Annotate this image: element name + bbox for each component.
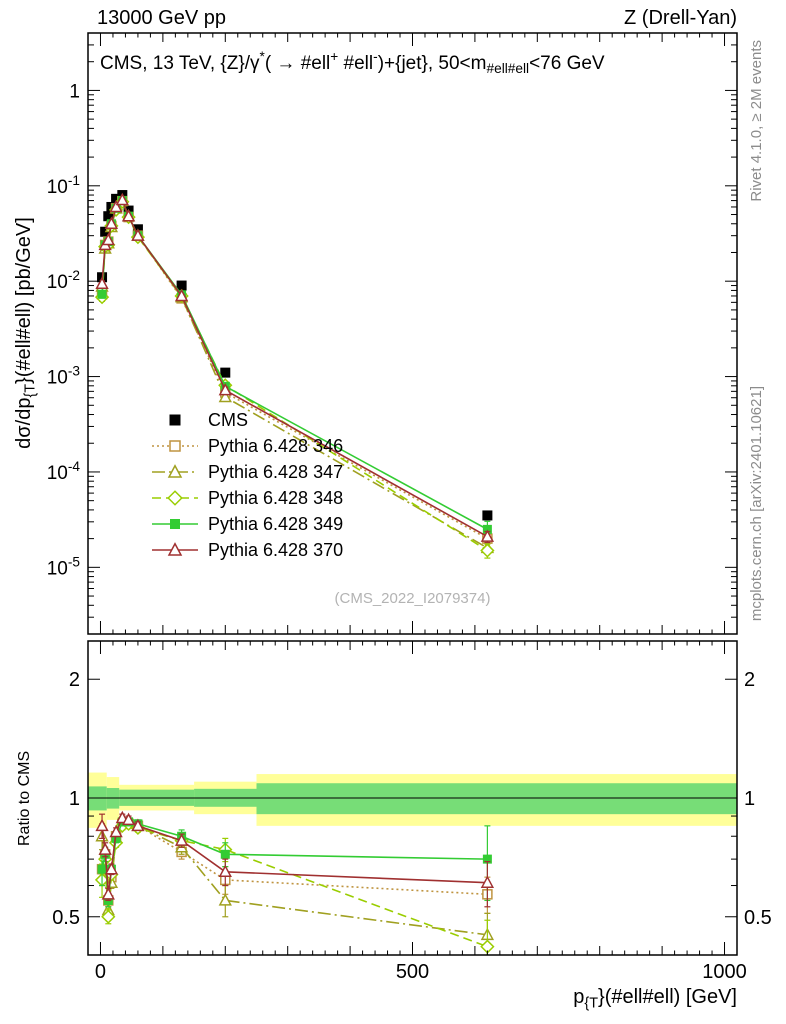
svg-text:CMS, 13 TeV, {Z}/γ*( → #ell+: CMS, 13 TeV, {Z}/γ*( → #ell+ #ell-)+{jet…	[100, 49, 605, 76]
legend-label: CMS	[208, 410, 248, 430]
main-y-ticks	[88, 32, 737, 635]
svg-text:1: 1	[69, 788, 80, 810]
rivet-version-note: Rivet 4.1.0, ≥ 2M events	[748, 40, 765, 202]
svg-text:10-1: 10-1	[47, 173, 80, 198]
svg-text:0.5: 0.5	[744, 907, 772, 929]
ratio-series-pythia-6-428-370	[95, 810, 495, 908]
legend-item-cms: CMS	[169, 410, 248, 430]
process-label: Z (Drell-Yan)	[624, 7, 737, 29]
legend-item-pythia-6-428-370: Pythia 6.428 370	[152, 540, 343, 560]
main-series-pythia-6-428-370	[95, 192, 495, 544]
analysis-id-watermark: (CMS_2022_I2079374)	[334, 590, 491, 607]
svg-text:0.5: 0.5	[52, 907, 80, 929]
svg-text:dσ/dp{T}(#ell#ell) [pb/GeV]: dσ/dp{T}(#ell#ell) [pb/GeV]	[13, 217, 38, 449]
legend-label: Pythia 6.428 346	[208, 436, 343, 456]
ratio-panel-frame	[87, 640, 738, 956]
legend-label: Pythia 6.428 370	[208, 540, 343, 560]
svg-text:500: 500	[396, 961, 429, 983]
svg-text:10-2: 10-2	[47, 268, 80, 293]
legend-item-pythia-6-428-346: Pythia 6.428 346	[152, 436, 343, 456]
legend-label: Pythia 6.428 349	[208, 514, 343, 534]
legend-item-pythia-6-428-349: Pythia 6.428 349	[152, 514, 343, 534]
axis-labels: CMS, 13 TeV, {Z}/γ*( → #ell+ #ell-)+{jet…	[13, 49, 772, 1011]
svg-text:1000: 1000	[702, 961, 747, 983]
ratio-axis-title: Ratio to CMS	[16, 750, 33, 846]
mcplots-arxiv-note: mcplots.cern.ch [arXiv:2401.10621]	[748, 386, 765, 622]
legend-label: Pythia 6.428 347	[208, 462, 343, 482]
legend-item-pythia-6-428-348: Pythia 6.428 348	[152, 488, 343, 508]
beam-energy-label: 13000 GeV pp	[97, 7, 226, 29]
main-panel-frame	[87, 32, 738, 635]
svg-text:2: 2	[744, 669, 755, 691]
svg-text:10-3: 10-3	[47, 364, 80, 389]
svg-text:2: 2	[69, 669, 80, 691]
svg-text:10-5: 10-5	[47, 554, 81, 579]
legend-item-pythia-6-428-347: Pythia 6.428 347	[152, 462, 343, 482]
svg-text:1: 1	[69, 81, 80, 102]
svg-text:1: 1	[744, 788, 755, 810]
legend-label: Pythia 6.428 348	[208, 488, 343, 508]
legend: CMS Pythia 6.428 346 Pythia 6.428 347 Pythi…	[152, 410, 343, 560]
svg-text:10-4: 10-4	[47, 459, 81, 484]
svg-text:0: 0	[95, 961, 106, 983]
svg-text:p{T}(#ell#ell) [GeV]: p{T}(#ell#ell) [GeV]	[573, 986, 737, 1011]
